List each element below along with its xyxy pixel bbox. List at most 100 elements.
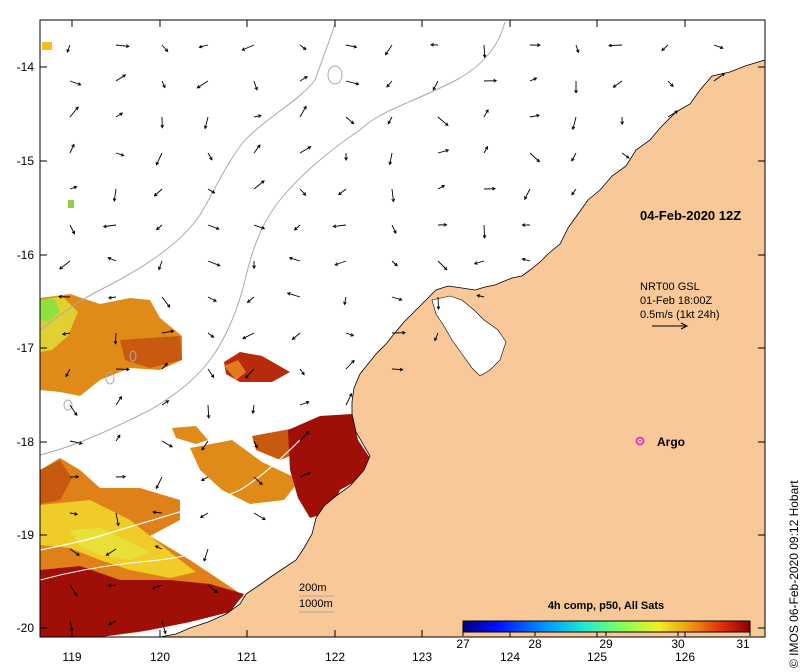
current-vector-head	[537, 43, 541, 47]
current-vector	[385, 44, 393, 55]
current-vector	[483, 146, 488, 154]
current-vector	[115, 152, 124, 156]
current-vector-head	[74, 512, 79, 516]
current-vector-head	[344, 157, 348, 161]
current-vector-head	[484, 145, 489, 150]
lon-tick-label: 119	[62, 650, 81, 664]
current-vector	[344, 296, 347, 305]
current-vector-head	[210, 374, 215, 379]
current-vector	[253, 180, 265, 190]
current-vector	[386, 80, 393, 88]
current-vector-head	[245, 374, 249, 379]
current-vector	[115, 74, 126, 82]
current-vector-head	[59, 266, 63, 270]
current-vector-head	[436, 306, 441, 311]
current-vector-head	[251, 410, 256, 415]
current-vector	[253, 115, 261, 118]
current-vector-head	[443, 222, 448, 227]
current-vector-head	[262, 516, 266, 521]
colorbar-title: 4h comp, p50, All Sats	[548, 600, 664, 612]
current-vector	[713, 44, 723, 49]
current-vector	[103, 224, 117, 228]
current-vector	[483, 224, 486, 238]
current-vector-head	[196, 84, 201, 89]
current-vector-head	[213, 298, 217, 302]
current-vector-head	[162, 84, 166, 89]
plot-frame	[39, 19, 766, 638]
current-vector-head	[303, 105, 307, 110]
current-vector-head	[571, 191, 575, 196]
current-vector	[299, 472, 311, 478]
current-vector-head	[102, 224, 107, 229]
current-vector-head	[257, 114, 262, 118]
current-vector-head	[210, 334, 215, 338]
current-vector-head	[393, 230, 397, 235]
current-vector-head	[120, 153, 125, 157]
current-vector-head	[612, 84, 617, 88]
current-vector-head	[165, 400, 170, 404]
current-vector	[253, 440, 258, 448]
current-vector-head	[71, 143, 75, 148]
current-vector	[477, 294, 485, 298]
current-vector	[69, 548, 80, 556]
current-vector-head	[58, 294, 62, 299]
current-vector-head	[203, 557, 207, 562]
current-vector-head	[158, 266, 162, 271]
current-vector	[338, 188, 347, 195]
current-vector-head	[476, 294, 481, 298]
current-vector	[247, 296, 255, 303]
current-vector	[108, 620, 117, 625]
current-vector-head	[252, 265, 256, 270]
current-vector	[69, 404, 78, 416]
current-vector-head	[307, 471, 312, 476]
current-vector	[161, 296, 171, 308]
current-vector-head	[485, 108, 489, 113]
current-vector	[59, 260, 71, 270]
current-vector	[115, 512, 119, 526]
current-vector	[152, 584, 163, 590]
current-vector	[69, 584, 78, 597]
argo-float-marker[interactable]	[635, 436, 645, 446]
current-vector-head	[524, 196, 528, 200]
current-vector	[201, 440, 209, 451]
current-vector	[62, 332, 71, 335]
current-vector-head	[152, 510, 157, 515]
current-vector-head	[291, 336, 296, 340]
current-vector-head	[170, 329, 175, 334]
current-vector-head	[307, 146, 312, 150]
current-vector-head	[343, 301, 347, 306]
colorbar-tick: 28	[528, 637, 542, 651]
current-vector	[197, 80, 209, 89]
current-vector	[207, 404, 210, 418]
current-vector	[200, 512, 209, 518]
current-vector-head	[164, 48, 169, 53]
lon-tick-label: 125	[587, 650, 607, 664]
current-source-label: NRT00 GSL	[640, 281, 700, 293]
current-vector	[69, 620, 73, 631]
scale-vector-label: 0.5m/s (1kt 24h)	[640, 309, 719, 321]
current-vector-head	[521, 257, 526, 262]
current-vector	[294, 224, 301, 231]
current-vector	[391, 188, 394, 202]
current-vector-head	[402, 330, 406, 335]
isobath-legend: 200m 1000m	[299, 582, 334, 613]
current-vector	[345, 393, 353, 406]
current-vector-head	[482, 235, 487, 239]
current-vector-head	[256, 144, 261, 149]
current-vector	[161, 44, 169, 52]
current-vector-head	[215, 226, 220, 230]
current-vector-head	[61, 332, 66, 336]
current-vector	[483, 44, 486, 58]
current-vector	[161, 80, 166, 88]
current-vector-head	[430, 43, 434, 47]
current-vector-head	[350, 333, 355, 337]
current-vector-head	[108, 621, 112, 626]
current-vector	[158, 260, 163, 270]
current-vector-head	[399, 367, 404, 372]
current-vector	[253, 512, 266, 520]
current-vector-head	[575, 49, 580, 54]
current-vector-head	[73, 185, 78, 190]
current-vector-head	[302, 46, 307, 51]
current-vector	[207, 368, 215, 378]
sst-colorbar: 4h comp, p50, All Sats 27 28 29 30 31	[456, 600, 751, 651]
